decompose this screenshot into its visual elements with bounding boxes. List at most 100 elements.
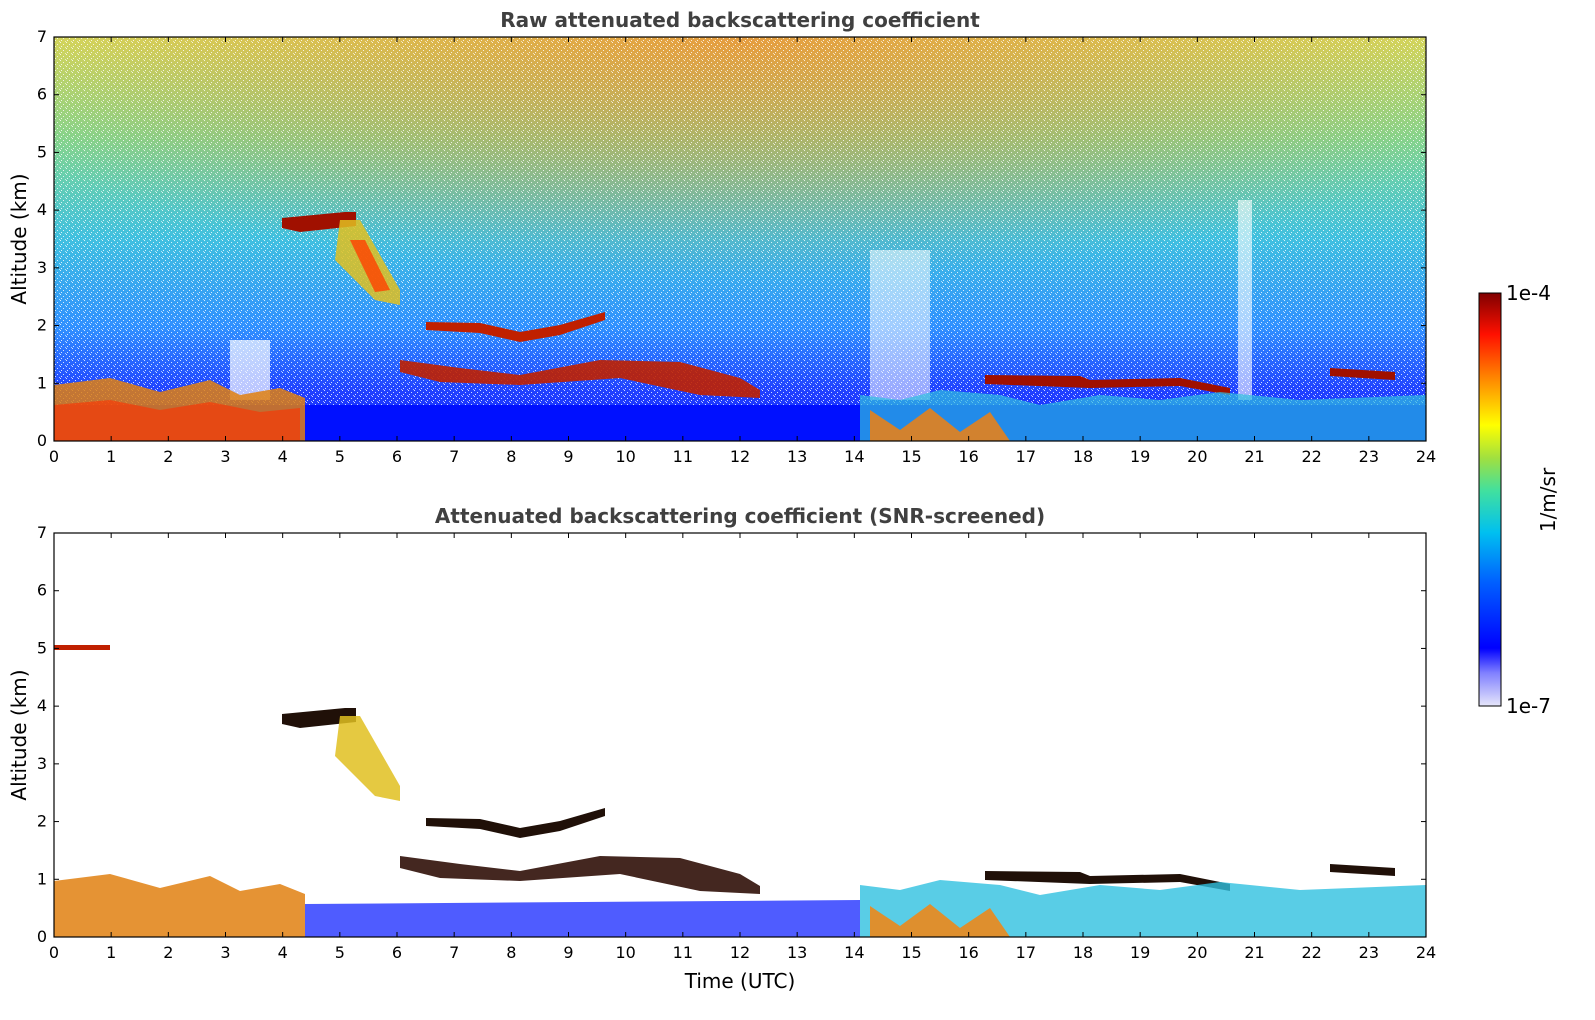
raw-y-axis-label: Altitude (km) <box>7 173 31 304</box>
raw-y-axis: 0 1 2 3 4 5 6 7 <box>37 27 1426 450</box>
raw-gap <box>230 340 270 400</box>
screened-cloud-1km-b <box>985 871 1230 891</box>
x-tick-label: 17 <box>1016 943 1036 962</box>
x-tick-label: 12 <box>730 943 750 962</box>
y-tick-label: 6 <box>37 581 47 600</box>
x-tick-label: 4 <box>278 943 288 962</box>
x-tick-label: 11 <box>673 943 693 962</box>
x-tick-label: 2 <box>163 447 173 466</box>
x-tick-label: 8 <box>506 943 516 962</box>
screened-panel-title: Attenuated backscattering coefficient (S… <box>435 504 1045 528</box>
y-tick-label: 4 <box>37 696 47 715</box>
x-tick-label: 24 <box>1416 447 1436 466</box>
x-tick-label: 7 <box>449 943 459 962</box>
raw-boundary-layer-core <box>54 400 300 441</box>
y-tick-label: 3 <box>37 258 47 277</box>
x-tick-label: 3 <box>220 943 230 962</box>
x-tick-label: 23 <box>1359 447 1379 466</box>
screened-x-axis: 0 1 2 3 4 5 6 7 8 9 10 11 12 13 14 15 16 17 18 19 20 21 22 23 24 <box>49 533 1436 962</box>
screened-panel: Attenuated backscattering coefficient (S… <box>7 504 1436 993</box>
x-tick-label: 9 <box>563 943 573 962</box>
x-tick-label: 23 <box>1359 943 1379 962</box>
x-tick-label: 15 <box>901 447 921 466</box>
x-tick-label: 6 <box>392 943 402 962</box>
raw-heatmap <box>54 37 1426 441</box>
y-tick-label: 4 <box>37 200 47 219</box>
y-tick-label: 7 <box>37 27 47 46</box>
x-tick-label: 19 <box>1130 447 1150 466</box>
x-tick-label: 17 <box>1016 447 1036 466</box>
x-tick-label: 16 <box>958 943 978 962</box>
screened-surface-signal <box>305 900 860 937</box>
x-tick-label: 15 <box>901 943 921 962</box>
x-tick-label: 10 <box>615 447 635 466</box>
x-tick-label: 14 <box>844 447 864 466</box>
x-tick-label: 16 <box>958 447 978 466</box>
x-tick-label: 18 <box>1073 943 1093 962</box>
raw-gap <box>870 250 930 400</box>
x-tick-label: 2 <box>163 943 173 962</box>
x-tick-label: 6 <box>392 447 402 466</box>
y-tick-label: 1 <box>37 869 47 888</box>
screened-cloud-1km-a <box>400 856 760 894</box>
colorbar-unit-label: 1/m/sr <box>1536 467 1560 532</box>
y-tick-label: 7 <box>37 523 47 542</box>
x-tick-label: 7 <box>449 447 459 466</box>
y-tick-label: 5 <box>37 142 47 161</box>
x-tick-label: 3 <box>220 447 230 466</box>
colorbar-gradient <box>1478 292 1502 707</box>
screened-y-axis: 0 1 2 3 4 5 6 7 <box>37 523 1426 946</box>
raw-gap <box>1238 200 1252 400</box>
colorbar-max-label: 1e-4 <box>1506 281 1551 305</box>
colorbar-min-label: 1e-7 <box>1506 694 1551 718</box>
x-tick-label: 21 <box>1244 447 1264 466</box>
y-tick-label: 5 <box>37 638 47 657</box>
x-tick-label: 18 <box>1073 447 1093 466</box>
raw-panel-title: Raw attenuated backscattering coefficien… <box>500 8 980 32</box>
x-tick-label: 0 <box>49 943 59 962</box>
x-tick-label: 14 <box>844 943 864 962</box>
raw-cloud-1km-a <box>400 360 760 398</box>
raw-x-axis: 0 1 2 3 4 5 6 7 8 9 10 11 12 13 14 15 16 17 18 19 20 21 22 23 24 <box>49 37 1436 466</box>
x-tick-label: 8 <box>506 447 516 466</box>
y-tick-label: 2 <box>37 316 47 335</box>
raw-convective-core <box>870 408 1010 441</box>
x-tick-label: 1 <box>106 447 116 466</box>
screened-layer-2km <box>426 808 605 838</box>
y-tick-label: 3 <box>37 754 47 773</box>
screened-cloud-layer-4km <box>282 708 356 728</box>
y-tick-label: 0 <box>37 927 47 946</box>
x-tick-label: 21 <box>1244 943 1264 962</box>
x-tick-label: 0 <box>49 447 59 466</box>
x-tick-label: 4 <box>278 447 288 466</box>
x-tick-label: 1 <box>106 943 116 962</box>
screened-y-axis-label: Altitude (km) <box>7 669 31 800</box>
y-tick-label: 0 <box>37 431 47 450</box>
screened-heatmap <box>54 533 1426 937</box>
raw-panel: Raw attenuated backscattering coefficien… <box>7 8 1436 466</box>
x-tick-label: 12 <box>730 447 750 466</box>
screened-plume <box>335 716 400 801</box>
raw-cloud-layer-4km <box>282 212 356 232</box>
colorbar: 1e-4 1e-7 1/m/sr <box>1478 281 1560 718</box>
y-tick-label: 1 <box>37 373 47 392</box>
x-tick-label: 5 <box>335 943 345 962</box>
x-tick-label: 10 <box>615 943 635 962</box>
raw-noise-speckle <box>54 37 1426 441</box>
screened-convective-core <box>870 904 1010 937</box>
x-tick-label: 22 <box>1301 447 1321 466</box>
x-tick-label: 13 <box>787 943 807 962</box>
screened-cloud-1km-c <box>1330 864 1395 876</box>
screened-boundary-layer <box>54 874 305 937</box>
screened-background <box>54 533 1426 937</box>
x-tick-label: 20 <box>1187 447 1207 466</box>
time-axis-label: Time (UTC) <box>684 969 796 993</box>
x-tick-label: 13 <box>787 447 807 466</box>
x-tick-label: 20 <box>1187 943 1207 962</box>
raw-layer-2km <box>426 312 605 342</box>
raw-plume-core <box>350 240 390 292</box>
x-tick-label: 24 <box>1416 943 1436 962</box>
raw-cloud-1km-c <box>1330 368 1395 380</box>
x-tick-label: 5 <box>335 447 345 466</box>
